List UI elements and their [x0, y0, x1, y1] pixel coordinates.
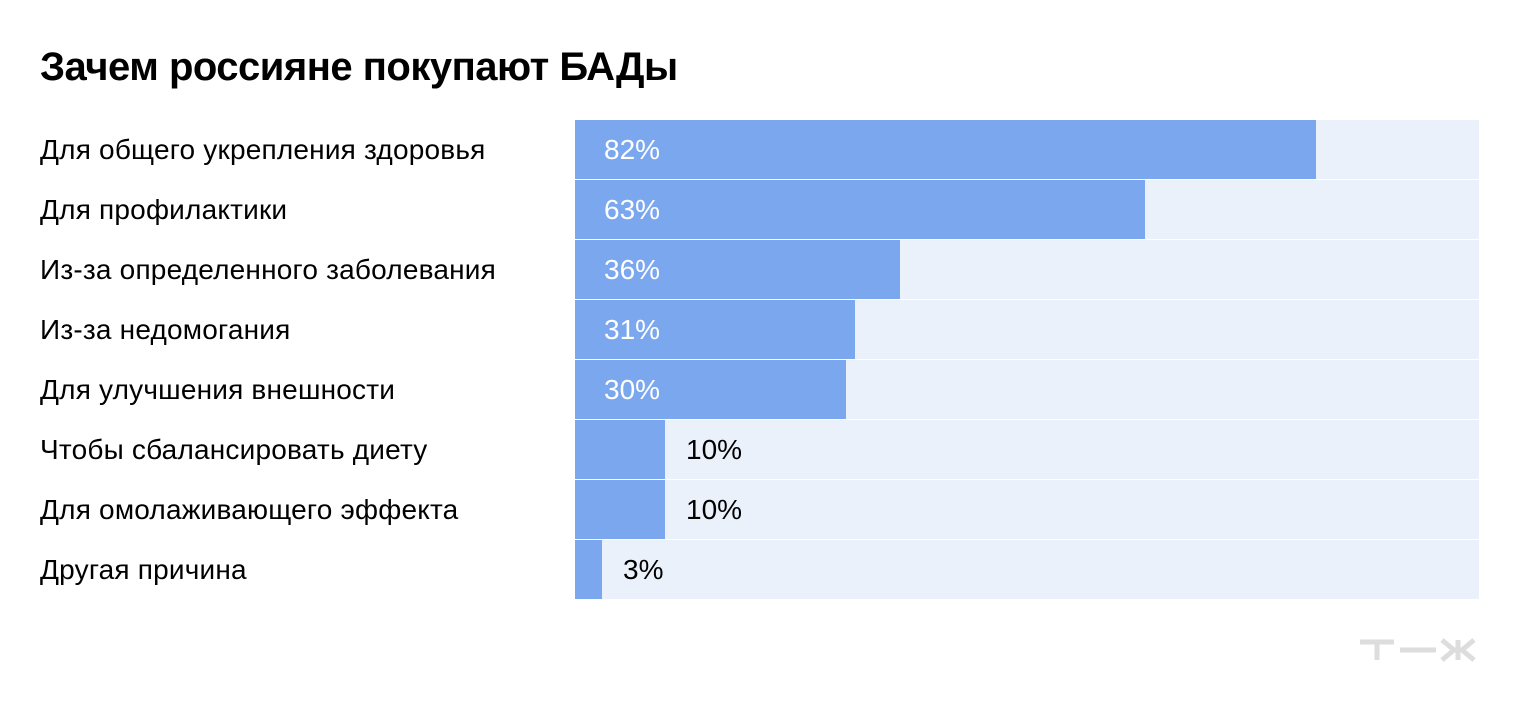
- bar-track: 10%: [575, 480, 1479, 539]
- value-label: 30%: [604, 374, 661, 405]
- bar-track: 36%: [575, 240, 1479, 299]
- bar: [575, 360, 846, 419]
- chart-row: Из-за определенного заболевания 36%: [0, 240, 1520, 300]
- value-label: 31%: [604, 314, 661, 345]
- value-label: 36%: [604, 254, 661, 285]
- value-label: 10%: [686, 434, 743, 465]
- bar-track: 10%: [575, 420, 1479, 479]
- bar: [575, 120, 1316, 179]
- bar-track: 31%: [575, 300, 1479, 359]
- category-label: Из-за недомогания: [40, 314, 291, 345]
- value-label: 82%: [604, 134, 661, 165]
- bar-track: 82%: [575, 120, 1479, 179]
- bar-chart: Для общего укрепления здоровья 82% Для про…: [0, 120, 1520, 600]
- chart-row: Для общего укрепления здоровья 82%: [0, 120, 1520, 180]
- chart-row: Из-за недомогания 31%: [0, 300, 1520, 360]
- bar: [575, 420, 665, 479]
- category-label: Для общего укрепления здоровья: [40, 134, 486, 165]
- value-label: 63%: [604, 194, 661, 225]
- value-label: 10%: [686, 494, 743, 525]
- bar-track: 3%: [575, 540, 1479, 599]
- bar-track: 63%: [575, 180, 1479, 239]
- bar: [575, 540, 602, 599]
- chart-row: Чтобы сбалансировать диету 10%: [0, 420, 1520, 480]
- tzh-logo-icon: [1360, 638, 1476, 662]
- category-label: Из-за определенного заболевания: [40, 254, 496, 285]
- category-label: Другая причина: [40, 554, 247, 585]
- bar: [575, 180, 1145, 239]
- bar: [575, 480, 665, 539]
- value-label: 3%: [623, 554, 664, 585]
- tzh-logo: т—ж: [1358, 638, 1480, 667]
- chart-title: Зачем россияне покупают БАДы: [40, 45, 678, 89]
- category-label: Для улучшения внешности: [40, 374, 396, 405]
- logo-text: т—ж: [1480, 638, 1481, 639]
- bar-track: 30%: [575, 360, 1479, 419]
- category-label: Чтобы сбалансировать диету: [40, 434, 428, 465]
- category-label: Для профилактики: [40, 194, 288, 225]
- bar: [575, 300, 855, 359]
- chart-row: Для омолаживающего эффекта 10%: [0, 480, 1520, 540]
- category-label: Для омолаживающего эффекта: [40, 494, 459, 525]
- chart-row: Для улучшения внешности 30%: [0, 360, 1520, 420]
- bar: [575, 240, 900, 299]
- chart-row: Для профилактики 63%: [0, 180, 1520, 240]
- chart-row: Другая причина 3%: [0, 540, 1520, 600]
